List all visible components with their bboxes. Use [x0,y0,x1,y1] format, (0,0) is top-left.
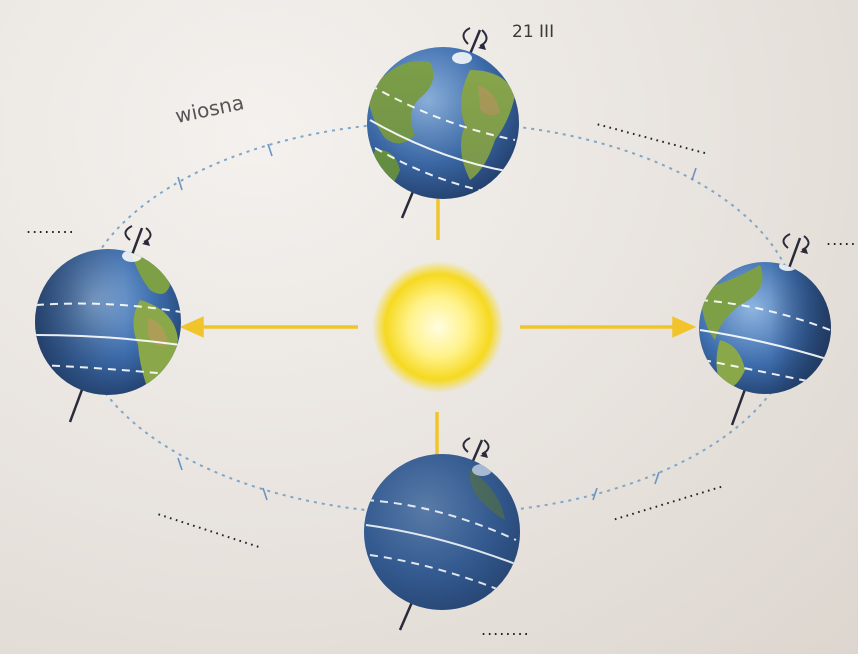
earth-bottom-icon [364,437,520,631]
earth-right-icon [699,233,831,426]
answer-blank-right[interactable]: ...... [826,230,858,249]
orbit-direction-ticks [177,143,697,501]
answer-blank-bottom[interactable]: ........ [481,620,530,639]
earth-left-icon [35,225,181,423]
answer-blank-left[interactable]: ........ [26,218,75,237]
sun-icon [372,261,504,393]
earth-top-icon [367,27,519,219]
date-label: 21 III [512,22,555,42]
